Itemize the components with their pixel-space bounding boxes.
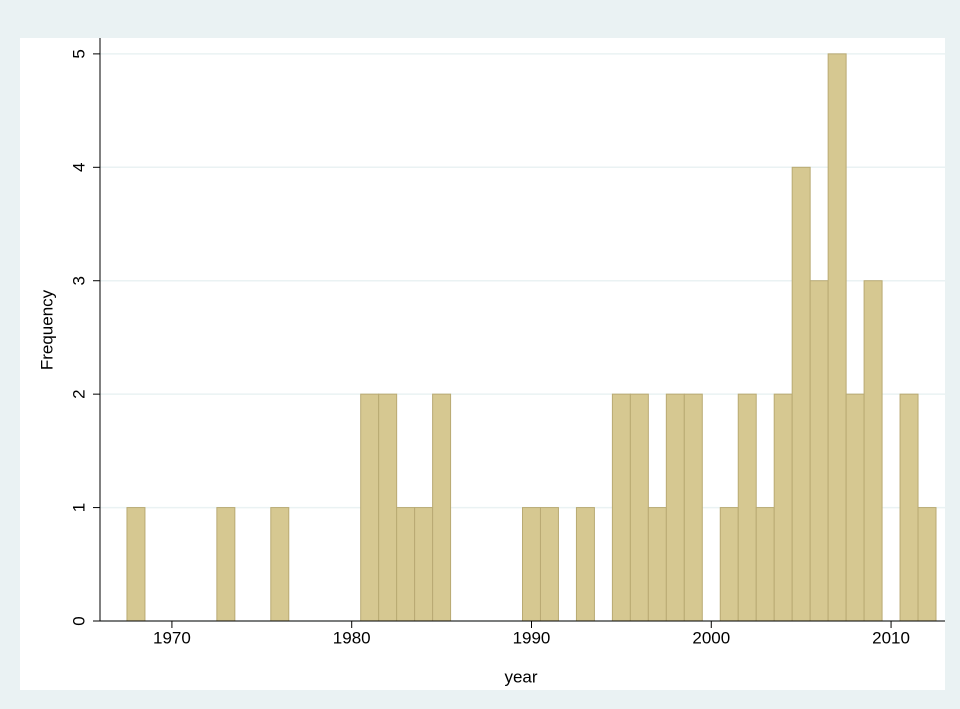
bar	[845, 393, 865, 622]
bar	[917, 507, 937, 622]
y-tick-label: 2	[69, 389, 88, 398]
bar	[126, 507, 146, 622]
x-tick-label: 1980	[333, 628, 371, 647]
y-axis-label: Frequency	[37, 289, 56, 370]
bar	[647, 507, 667, 622]
bar	[791, 166, 811, 622]
x-axis-label: year	[504, 667, 537, 686]
y-tick-label: 1	[69, 503, 88, 512]
bar	[396, 507, 416, 622]
bar	[539, 507, 559, 622]
x-tick-label: 2000	[692, 628, 730, 647]
bar	[216, 507, 236, 622]
bar	[360, 393, 380, 622]
bar	[809, 280, 829, 622]
y-tick-label: 0	[69, 616, 88, 625]
x-tick-label: 1970	[153, 628, 191, 647]
bar	[719, 507, 739, 622]
y-tick-label: 4	[69, 163, 88, 172]
bar	[378, 393, 398, 622]
bar	[629, 393, 649, 622]
bar	[755, 507, 775, 622]
bar	[414, 507, 434, 622]
y-tick-label: 3	[69, 276, 88, 285]
bar	[270, 507, 290, 622]
bar	[665, 393, 685, 622]
bar	[432, 393, 452, 622]
bar	[863, 280, 883, 622]
bar	[522, 507, 541, 622]
bar	[575, 507, 595, 622]
bar	[683, 393, 703, 622]
x-tick-label: 1990	[513, 628, 551, 647]
bar	[773, 393, 793, 622]
bar	[899, 393, 919, 622]
bar	[737, 393, 757, 622]
bar	[611, 393, 631, 622]
bar	[827, 53, 847, 622]
y-tick-label: 5	[69, 49, 88, 58]
x-tick-label: 2010	[872, 628, 910, 647]
